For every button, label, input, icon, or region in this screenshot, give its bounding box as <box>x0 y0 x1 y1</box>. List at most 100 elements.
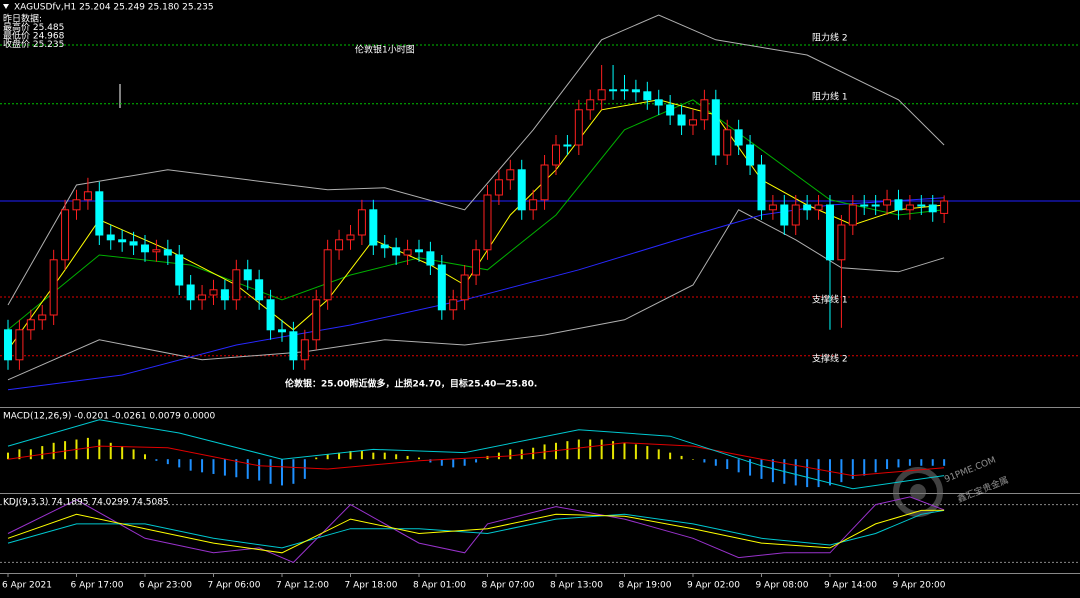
candle-body <box>700 99 709 121</box>
candle-body <box>26 319 35 331</box>
candle-body <box>814 204 823 211</box>
histogram-bar <box>646 446 649 460</box>
histogram-bar <box>303 459 306 479</box>
histogram-bar <box>874 459 877 473</box>
candle-body <box>551 144 560 166</box>
histogram-bar <box>86 437 89 460</box>
candle-body <box>83 191 92 201</box>
histogram-bar <box>383 452 386 460</box>
histogram-bar <box>920 459 923 466</box>
histogram-bar <box>29 449 32 460</box>
macd-panel <box>6 419 946 490</box>
candle-body <box>540 164 549 201</box>
histogram-bar <box>886 459 889 470</box>
level-label: 阻力线 2 <box>812 32 848 44</box>
histogram-bar <box>429 459 432 463</box>
histogram-bar <box>771 459 774 483</box>
candle-body <box>198 294 207 301</box>
x-tick-label: 7 Apr 06:00 <box>207 581 260 591</box>
candle-body <box>883 199 892 206</box>
histogram-bar <box>121 446 124 460</box>
candle-body <box>666 104 675 116</box>
x-tick-label: 7 Apr 12:00 <box>276 581 329 591</box>
candle-body <box>768 204 777 211</box>
histogram-bar <box>326 454 329 460</box>
indicator-line <box>7 209 945 381</box>
x-tick-label: 9 Apr 20:00 <box>892 581 945 591</box>
histogram-bar <box>338 452 341 460</box>
candle-body <box>72 199 81 211</box>
candle-body <box>106 234 115 241</box>
histogram-bar <box>726 459 729 470</box>
histogram-bar <box>452 459 455 468</box>
candle-body <box>186 284 195 301</box>
candle-body <box>392 247 401 256</box>
candle-body <box>780 204 789 226</box>
histogram-bar <box>714 459 717 466</box>
candle-body <box>380 244 389 249</box>
histogram-bar <box>258 459 261 481</box>
histogram-bar <box>840 459 843 483</box>
histogram-bar <box>223 459 226 476</box>
candle-body <box>620 89 629 92</box>
candle-body <box>266 299 275 331</box>
labels: 阻力线 2 阻力线 1 支撑线 1 支撑线 2 伦敦银1小时图伦敦银：25.00附近做多… <box>2 3 1010 591</box>
candle-body <box>335 239 344 251</box>
x-tick-label: 8 Apr 07:00 <box>481 581 534 591</box>
histogram-bar <box>246 459 249 479</box>
info-line: 最高价 25.485 <box>3 21 64 33</box>
histogram-bar <box>943 459 946 466</box>
histogram-bar <box>109 442 112 460</box>
candle-body <box>643 91 652 101</box>
indicator-line <box>7 496 945 563</box>
x-tick-label: 7 Apr 18:00 <box>344 581 397 591</box>
candle-body <box>175 254 184 286</box>
candle-body <box>61 209 70 261</box>
candle-body <box>917 204 926 207</box>
chart-title: 伦敦银1小时图 <box>355 44 415 56</box>
histogram-bar <box>372 452 375 460</box>
histogram-bar <box>143 454 146 460</box>
histogram-bar <box>132 449 135 460</box>
candle-body <box>791 204 800 226</box>
histogram-bar <box>280 459 283 486</box>
candle-body <box>631 89 640 93</box>
candle-body <box>3 329 12 361</box>
candle-body <box>609 89 618 92</box>
candle-body <box>312 299 321 341</box>
main-panel <box>0 14 1080 391</box>
candle-body <box>220 289 229 301</box>
candle-body <box>803 204 812 211</box>
candle-body <box>928 204 937 213</box>
candle-body <box>255 279 264 301</box>
histogram-bar <box>235 459 238 478</box>
candle-body <box>494 179 503 196</box>
candle-body <box>449 299 458 311</box>
indicator-line <box>7 99 945 331</box>
candle-body <box>129 241 138 246</box>
histogram-bar <box>18 449 21 460</box>
logo-dot <box>910 484 926 500</box>
candle-body <box>414 249 423 253</box>
candle-body <box>746 144 755 166</box>
header: XAGUSDfv,H1 25.204 25.249 25.180 25.235 <box>14 3 214 13</box>
histogram-bar <box>703 459 706 463</box>
candle-body <box>837 224 846 261</box>
histogram-bar <box>269 459 272 484</box>
x-tick-label: 6 Apr 2021 <box>2 581 52 591</box>
candle-body <box>289 331 298 361</box>
x-tick-label: 9 Apr 14:00 <box>824 581 877 591</box>
histogram-bar <box>189 459 192 471</box>
histogram-bar <box>566 441 569 460</box>
histogram-bar <box>166 459 169 465</box>
candle-body <box>905 204 914 211</box>
candle-body <box>232 269 241 301</box>
histogram-bar <box>475 459 478 463</box>
candle-body <box>95 191 104 236</box>
histogram-bar <box>669 452 672 460</box>
histogram-bar <box>794 459 797 486</box>
candle-body <box>506 169 515 181</box>
x-tick-label: 9 Apr 08:00 <box>755 581 808 591</box>
candle-body <box>574 109 583 146</box>
